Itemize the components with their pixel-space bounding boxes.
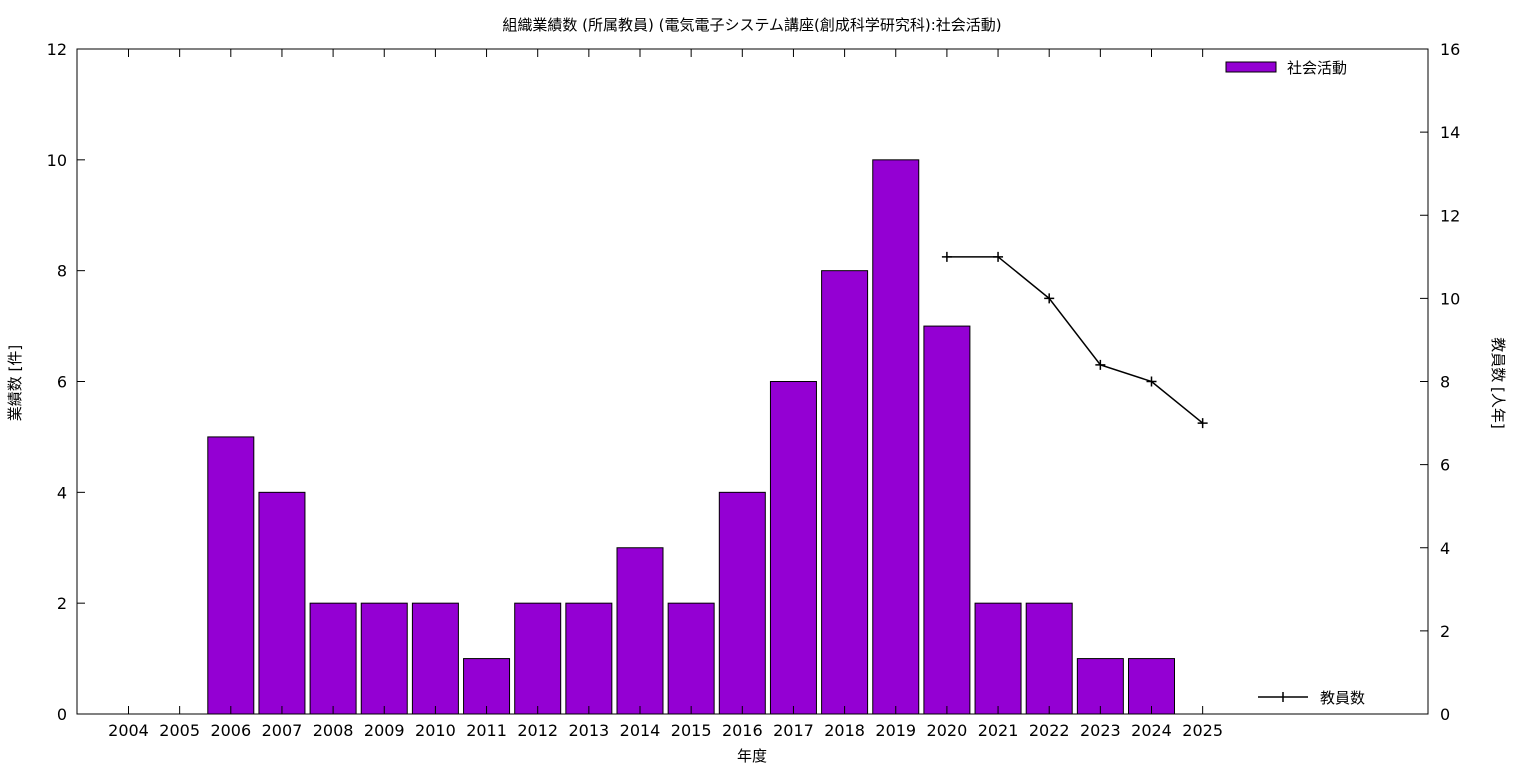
x-tick-label: 2014 [620, 721, 661, 740]
x-tick-label: 2009 [364, 721, 405, 740]
x-tick-label: 2021 [978, 721, 1019, 740]
x-tick-label: 2019 [875, 721, 916, 740]
x-tick-label: 2012 [517, 721, 558, 740]
y-tick-label: 12 [47, 40, 67, 59]
bar [514, 602, 562, 715]
bar [309, 602, 357, 715]
x-tick-label: 2005 [159, 721, 200, 740]
bar [718, 491, 766, 715]
y2-tick-label: 10 [1440, 289, 1460, 308]
y2-tick-label: 4 [1440, 539, 1450, 558]
x-tick-label: 2024 [1131, 721, 1172, 740]
line-point [1095, 359, 1106, 370]
legend-label: 社会活動 [1287, 59, 1347, 77]
bar [360, 602, 408, 715]
legend-label: 教員数 [1320, 689, 1365, 707]
bar [974, 602, 1022, 715]
y2-tick-label: 16 [1440, 40, 1460, 59]
bar [1076, 658, 1124, 715]
x-tick-label: 2013 [568, 721, 609, 740]
x-tick-label: 2016 [722, 721, 763, 740]
bar [1128, 658, 1175, 715]
bar [616, 547, 664, 715]
x-axis-label: 年度 [737, 747, 767, 765]
x-tick-label: 2025 [1182, 721, 1223, 740]
bar [411, 602, 459, 715]
bar [1025, 602, 1073, 715]
bar [463, 658, 511, 715]
line-point [1146, 376, 1157, 387]
y-tick-label: 4 [57, 483, 67, 502]
y2-tick-label: 0 [1440, 705, 1450, 724]
y2-tick-label: 12 [1440, 206, 1460, 225]
line-point [941, 251, 952, 262]
y2-tick-label: 14 [1440, 123, 1460, 142]
bar [565, 602, 613, 715]
x-tick-label: 2010 [415, 721, 456, 740]
y2-axis-label: 教員数 [人年] [1489, 337, 1507, 428]
bar [769, 381, 817, 715]
x-tick-label: 2006 [210, 721, 251, 740]
line-point [993, 251, 1004, 262]
bar [667, 602, 715, 715]
chart-title: 組織業績数 (所属教員) (電気電子システム講座(創成科学研究科):社会活動) [502, 16, 1001, 34]
y2-tick-label: 2 [1440, 622, 1450, 641]
legend-swatch [1225, 61, 1277, 73]
plot-area: 0 2 4 6 8 10 12 0 2 4 6 8 10 12 14 16 2004 2005 2006 2007 20… [47, 40, 1461, 740]
x-tick-label: 2007 [262, 721, 303, 740]
x-tick-label: 2020 [927, 721, 968, 740]
x-tick-label: 2022 [1029, 721, 1070, 740]
bar [821, 270, 869, 715]
x-tick-label: 2008 [313, 721, 354, 740]
bar [207, 436, 255, 715]
y-tick-label: 10 [47, 151, 67, 170]
bar [872, 159, 920, 715]
x-tick-label: 2015 [671, 721, 712, 740]
x-tick-label: 2018 [824, 721, 865, 740]
line-point [1044, 293, 1055, 304]
line-series [946, 256, 1204, 424]
y2-tick-label: 8 [1440, 373, 1450, 392]
y-tick-label: 0 [57, 705, 67, 724]
x-tick-label: 2017 [773, 721, 814, 740]
y-tick-label: 8 [57, 262, 67, 281]
bar [923, 325, 971, 715]
x-tick-label: 2004 [108, 721, 149, 740]
x-tick-label: 2011 [466, 721, 507, 740]
y-tick-label: 6 [57, 373, 67, 392]
x-tick-label: 2023 [1080, 721, 1121, 740]
y2-tick-label: 6 [1440, 456, 1450, 475]
y-tick-label: 2 [57, 594, 67, 613]
line-point [1197, 418, 1208, 429]
y-axis-label: 業績数 [件] [6, 345, 24, 421]
bar [258, 491, 306, 715]
